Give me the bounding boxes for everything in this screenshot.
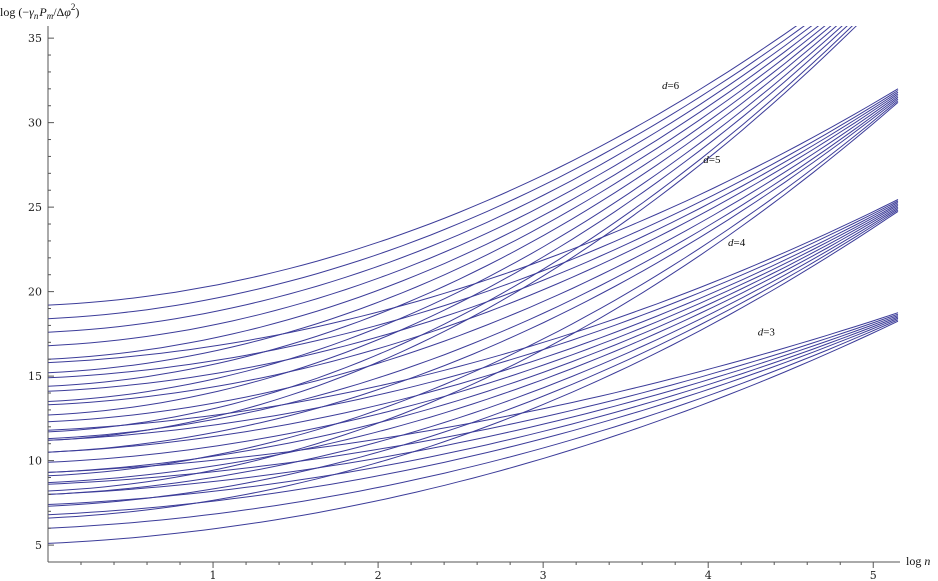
- curves-layer: [48, 26, 899, 544]
- series-line-d=5: [48, 102, 899, 492]
- y-tick-label: 30: [28, 117, 42, 130]
- x-tick-label: 3: [540, 569, 547, 581]
- y-tick-label: 15: [28, 370, 42, 383]
- series-line-d=4: [48, 204, 899, 473]
- series-line-d=4: [48, 202, 899, 453]
- series-line-d=3: [48, 316, 899, 505]
- series-line-d=5: [48, 93, 899, 406]
- series-line-d=6: [48, 26, 832, 374]
- series-line-d=6: [48, 26, 805, 320]
- series-line-d=5: [48, 98, 899, 453]
- series-line-d=5: [48, 91, 899, 392]
- series-line-d=4: [48, 199, 899, 431]
- series-line-d=6: [48, 26, 853, 433]
- curve-label-d=5: d=5: [703, 154, 721, 166]
- series-line-d=3: [48, 317, 899, 516]
- series-line-d=3: [48, 319, 899, 529]
- series-line-d=4: [48, 207, 899, 495]
- curve-label-d=3: d=3: [758, 327, 776, 339]
- x-tick-label: 4: [705, 569, 712, 581]
- series-line-d=4: [48, 206, 899, 484]
- x-tick-label: 1: [210, 569, 217, 581]
- series-line-d=5: [48, 88, 899, 364]
- series-line-d=6: [48, 26, 798, 306]
- y-tick-label: 10: [28, 455, 42, 468]
- series-line-d=5: [48, 90, 899, 379]
- series-line-d=3: [48, 320, 899, 544]
- series-line-d=6: [48, 26, 813, 333]
- series-line-d=3: [48, 313, 899, 485]
- series-line-d=3: [48, 312, 899, 473]
- ticks-layer: 1 2 3 4 5 5 10 15 20 25 30 35: [28, 32, 877, 581]
- curve-label-d=4: d=4: [728, 237, 746, 249]
- x-tick-label: 5: [870, 569, 877, 581]
- y-axis-title: log (−γnPm/Δφ2): [0, 2, 79, 21]
- curve-label-d=6: d=6: [662, 80, 680, 92]
- x-axis-title: log n: [906, 554, 930, 568]
- series-line-d=4: [48, 200, 899, 441]
- y-tick-label: 25: [28, 201, 42, 214]
- series-line-d=6: [48, 26, 826, 360]
- y-tick-label: 35: [28, 32, 42, 45]
- x-tick-label: 2: [375, 569, 382, 581]
- series-line-d=5: [48, 95, 899, 423]
- series-line-d=6: [48, 26, 857, 441]
- series-line-d=3: [48, 315, 899, 495]
- series-line-d=5: [48, 96, 899, 440]
- curve-labels-layer: d=6 d=5 d=4 d=3: [662, 80, 775, 339]
- series-line-d=6: [48, 26, 838, 387]
- y-tick-label: 5: [35, 539, 42, 552]
- y-tick-label: 20: [28, 286, 42, 299]
- series-line-d=4: [48, 210, 899, 519]
- series-line-d=6: [48, 26, 843, 402]
- series-line-d=6: [48, 26, 820, 347]
- series-line-d=4: [48, 203, 899, 463]
